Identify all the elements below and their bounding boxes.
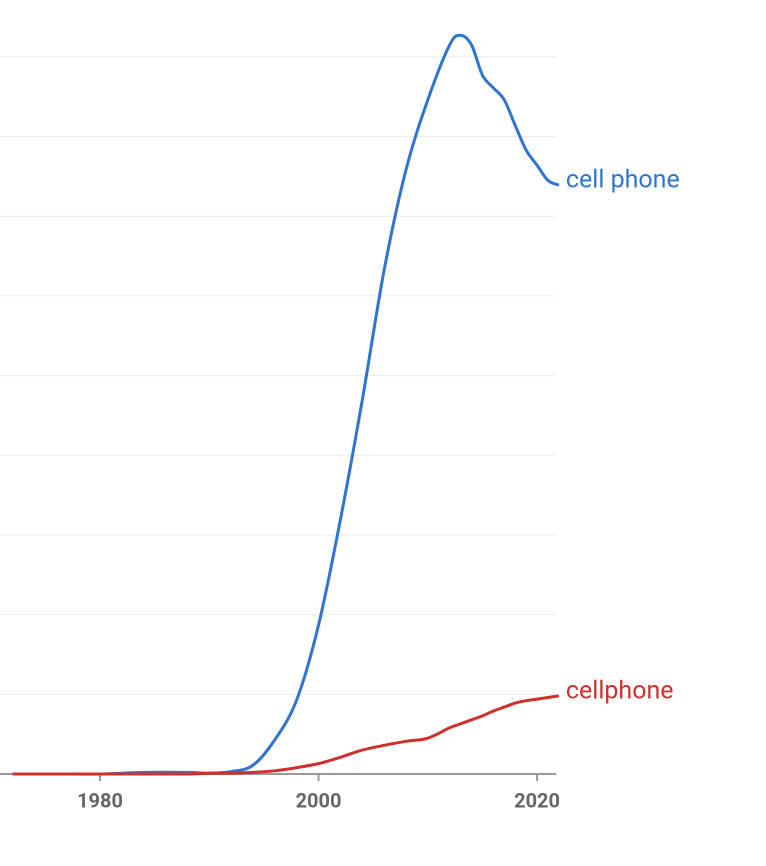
series-label: cell phone	[566, 166, 680, 195]
x-tick-label: 2000	[296, 788, 342, 812]
series-label: cellphone	[566, 677, 674, 706]
x-tick-label: 2020	[514, 788, 560, 812]
x-tick-label: 1980	[77, 788, 123, 812]
line	[12, 33, 560, 776]
line	[12, 694, 560, 776]
